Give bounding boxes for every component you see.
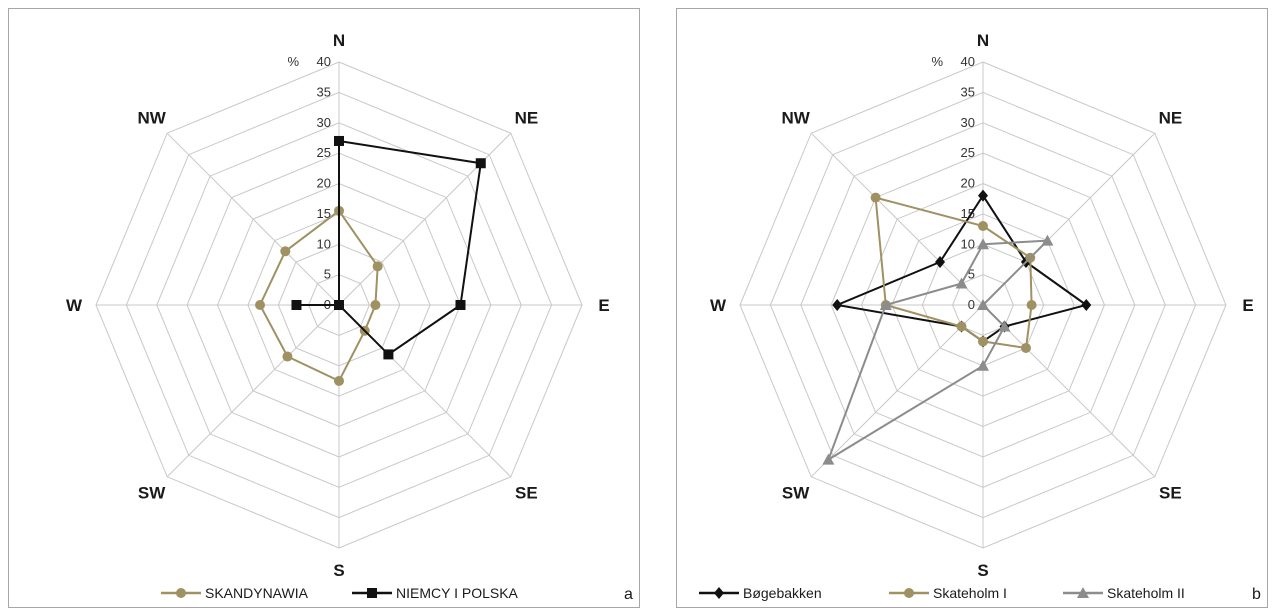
direction-label-ne: NE — [1159, 109, 1183, 128]
direction-label-sw: SW — [782, 483, 810, 502]
data-point — [282, 351, 293, 362]
direction-label-e: E — [1242, 296, 1253, 315]
grid-spoke — [810, 304, 984, 478]
data-point — [977, 299, 989, 310]
legend-entry: Skateholm I — [933, 585, 1007, 601]
direction-label-w: W — [710, 296, 727, 315]
grid-spoke — [166, 304, 340, 478]
data-point — [977, 359, 989, 371]
radial-tick-label: 10 — [961, 236, 975, 251]
radial-tick-label: 10 — [317, 236, 331, 251]
data-point — [255, 300, 266, 310]
data-point — [1041, 234, 1054, 246]
legend-entry: Skateholm II — [1107, 585, 1185, 601]
radar-chart-b-svg: 0 5 10 15 20 25 30 35 40% N NE E SE S SW W NW Bøgebakken S… — [699, 31, 1261, 603]
radial-tick-label: 5 — [968, 267, 975, 282]
series-1 — [291, 135, 486, 360]
series-line — [296, 139, 482, 356]
data-point — [978, 221, 988, 232]
direction-label-se: SE — [515, 483, 538, 502]
data-point — [870, 192, 881, 203]
legend: Bøgebakken Skateholm I Skateholm II — [699, 585, 1185, 601]
series-1 — [870, 192, 1037, 353]
legend: SKANDYNAWIA NIEMCY I POLSKA — [161, 585, 519, 601]
data-point — [978, 336, 988, 347]
legend-marker — [1077, 587, 1089, 598]
legend-entry: NIEMCY I POLSKA — [396, 585, 519, 601]
unit-label: % — [931, 54, 943, 69]
data-point — [1026, 300, 1037, 310]
radial-tick-label: 40 — [317, 54, 331, 69]
data-point — [334, 375, 344, 386]
data-point — [291, 300, 302, 310]
radial-tick-label: 15 — [961, 206, 975, 221]
legend-marker — [176, 588, 186, 598]
radial-tick-label: 40 — [961, 54, 975, 69]
direction-label-nw: NW — [137, 109, 166, 128]
direction-label-ne: NE — [515, 109, 539, 128]
data-point — [1081, 299, 1092, 311]
data-point — [955, 277, 968, 289]
direction-label-s: S — [333, 561, 344, 580]
panel-label: a — [624, 586, 633, 603]
series-2 — [822, 234, 1054, 465]
legend-marker — [367, 588, 377, 598]
data-point — [879, 299, 892, 310]
radial-tick-label: 35 — [961, 84, 975, 99]
unit-label: % — [287, 54, 299, 69]
grid-spoke — [810, 132, 984, 306]
data-point — [455, 300, 466, 310]
direction-label-e: E — [598, 296, 609, 315]
radial-tick-labels: 0 5 10 15 20 25 30 35 40% — [931, 54, 975, 312]
legend-marker — [904, 588, 914, 598]
radial-tick-label: 15 — [317, 206, 331, 221]
radial-tick-label: 35 — [317, 84, 331, 99]
legend-marker — [714, 587, 724, 599]
data-point — [978, 189, 988, 202]
data-point — [372, 261, 383, 272]
series-0 — [255, 205, 383, 386]
data-point — [977, 238, 989, 250]
radial-tick-label: 30 — [317, 115, 331, 130]
radar-chart-a: 0 5 10 15 20 25 30 35 40% N NE E SE S SW W NW SKANDYNAWIA… — [8, 8, 640, 608]
radar-grid — [739, 61, 1227, 549]
data-point — [998, 320, 1011, 332]
radar-chart-a-svg: 0510152025303540%NNEESESSWWNWSKANDYNAWIA… — [66, 31, 633, 603]
direction-labels: N NE E SE S SW W NW — [66, 31, 610, 580]
data-point — [935, 256, 946, 269]
radar-chart-b: 0 5 10 15 20 25 30 35 40% N NE E SE S SW W NW Bøgebakken S… — [676, 8, 1268, 608]
direction-labels: N NE E SE S SW W NW — [710, 31, 1254, 580]
data-point — [956, 321, 967, 332]
data-point — [280, 246, 291, 257]
data-point — [334, 135, 344, 146]
data-point — [1020, 342, 1031, 353]
data-point — [832, 299, 843, 311]
data-point — [822, 453, 835, 465]
direction-label-w: W — [66, 296, 83, 315]
legend-entry: SKANDYNAWIA — [205, 585, 309, 601]
grid-spoke — [166, 132, 340, 306]
direction-label-n: N — [977, 31, 989, 50]
panel-label: b — [1252, 586, 1261, 603]
radial-tick-label: 20 — [317, 176, 331, 191]
direction-label-n: N — [333, 31, 345, 50]
legend-entry: Bøgebakken — [743, 585, 822, 601]
direction-label-sw: SW — [138, 483, 166, 502]
radial-tick-label: 20 — [961, 176, 975, 191]
direction-label-nw: NW — [781, 109, 810, 128]
data-point — [370, 300, 381, 310]
radial-tick-label: 25 — [961, 145, 975, 160]
radial-tick-label: 25 — [317, 145, 331, 160]
radial-tick-label: 30 — [961, 115, 975, 130]
direction-label-se: SE — [1159, 483, 1182, 502]
data-point — [475, 158, 486, 169]
radial-tick-label: 5 — [324, 267, 331, 282]
direction-label-s: S — [977, 561, 988, 580]
grid-spoke — [982, 304, 1156, 478]
data-point — [334, 300, 344, 310]
data-point — [383, 349, 394, 360]
radial-tick-label: 0 — [968, 297, 975, 312]
